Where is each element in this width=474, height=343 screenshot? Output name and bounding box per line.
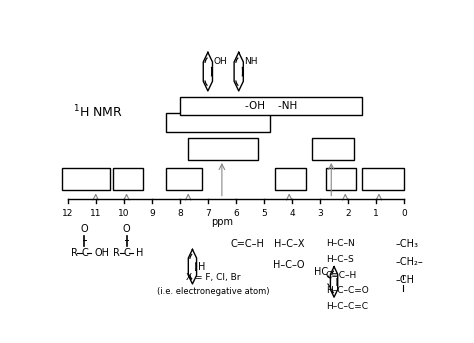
Text: –CH₃: –CH₃ bbox=[396, 239, 419, 249]
Text: 3: 3 bbox=[317, 209, 323, 218]
Bar bbox=[62, 168, 109, 190]
Text: 4: 4 bbox=[289, 209, 295, 218]
Text: 5: 5 bbox=[261, 209, 267, 218]
Text: X = F, Cl, Br: X = F, Cl, Br bbox=[186, 273, 241, 282]
Text: H–C–C=C: H–C–C=C bbox=[326, 302, 368, 311]
Text: NH: NH bbox=[245, 58, 258, 67]
Bar bbox=[311, 138, 354, 160]
Text: O: O bbox=[81, 224, 88, 234]
Bar bbox=[362, 168, 404, 190]
Text: C: C bbox=[123, 248, 130, 258]
Text: 12: 12 bbox=[62, 209, 73, 218]
Bar bbox=[166, 168, 202, 190]
Text: 9: 9 bbox=[149, 209, 155, 218]
Text: H–C–C=O: H–C–C=O bbox=[326, 286, 368, 295]
Text: –CH₂–: –CH₂– bbox=[396, 257, 423, 267]
Text: C=C–H: C=C–H bbox=[230, 239, 264, 249]
Text: H–C–X: H–C–X bbox=[274, 239, 304, 249]
Text: C: C bbox=[81, 248, 88, 258]
Text: $^1$H NMR: $^1$H NMR bbox=[73, 104, 123, 121]
Bar bbox=[112, 168, 143, 190]
Text: 2: 2 bbox=[345, 209, 351, 218]
Text: H–C–N: H–C–N bbox=[326, 239, 355, 248]
Text: HC: HC bbox=[314, 267, 328, 277]
Text: -OH    -NH: -OH -NH bbox=[245, 101, 297, 111]
Text: 1: 1 bbox=[373, 209, 379, 218]
Text: OH: OH bbox=[94, 248, 109, 258]
Text: O: O bbox=[123, 224, 130, 234]
Text: OH: OH bbox=[214, 58, 228, 67]
Bar bbox=[326, 168, 356, 190]
Text: H: H bbox=[136, 248, 143, 258]
Text: 8: 8 bbox=[177, 209, 182, 218]
Text: R: R bbox=[71, 248, 78, 258]
Text: –CH: –CH bbox=[396, 275, 415, 285]
Text: 0: 0 bbox=[401, 209, 407, 218]
Text: ppm: ppm bbox=[211, 217, 233, 227]
Text: H: H bbox=[198, 262, 205, 272]
Bar bbox=[166, 113, 270, 132]
Text: H–C–S: H–C–S bbox=[326, 255, 354, 264]
Text: 10: 10 bbox=[118, 209, 129, 218]
Text: R: R bbox=[113, 248, 120, 258]
Text: 11: 11 bbox=[90, 209, 101, 218]
Bar bbox=[180, 97, 362, 115]
Text: H–C–O: H–C–O bbox=[273, 260, 305, 270]
Text: 7: 7 bbox=[205, 209, 211, 218]
Bar bbox=[188, 138, 258, 160]
Text: (i.e. electronegative atom): (i.e. electronegative atom) bbox=[157, 287, 270, 296]
Text: C≡C–H: C≡C–H bbox=[326, 271, 357, 280]
Text: 6: 6 bbox=[233, 209, 239, 218]
Bar bbox=[275, 168, 306, 190]
